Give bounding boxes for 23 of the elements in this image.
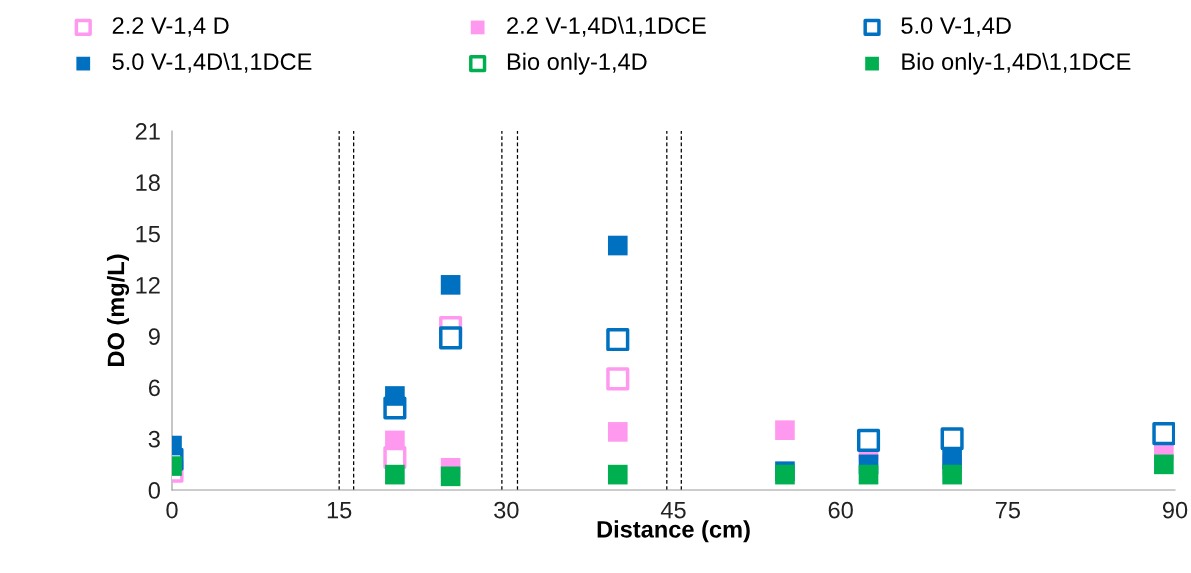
x-tick-label: 45 [660, 501, 686, 519]
x-axis-title: Distance (cm) [597, 520, 750, 543]
y-tick-label: 15 [136, 225, 160, 243]
x-tick-label: 60 [828, 501, 853, 519]
y-tick-label: 9 [148, 328, 160, 345]
y-tick-label: 6 [148, 379, 160, 397]
y-tick-label: 3 [148, 430, 160, 448]
y-tick-label: 0 [148, 482, 160, 499]
legend-label: 5.0 V-1,4D\1,1DCE [112, 52, 312, 73]
x-tick-label: 75 [995, 501, 1020, 519]
x-tick-label: 30 [494, 501, 519, 519]
y-tick-label: 18 [136, 174, 160, 192]
x-tick-label: 15 [327, 501, 352, 519]
x-tick-label: 90 [1162, 501, 1188, 519]
legend-label: 2.2 V-1,4D\1,1DCE [507, 16, 706, 37]
legend-label: Bio only-1,4D [507, 52, 647, 75]
legend-label: 2.2 V-1,4 D [112, 17, 229, 37]
y-tick-label: 12 [136, 276, 160, 294]
legend-label: Bio only-1,4D\1,1DCE [902, 52, 1131, 75]
legend-label: 5.0 V-1,4D [901, 17, 1011, 37]
y-tick-label: 21 [135, 123, 160, 140]
y-axis-title: DO (mg/L) [106, 254, 130, 366]
x-tick-label: 0 [166, 501, 178, 519]
